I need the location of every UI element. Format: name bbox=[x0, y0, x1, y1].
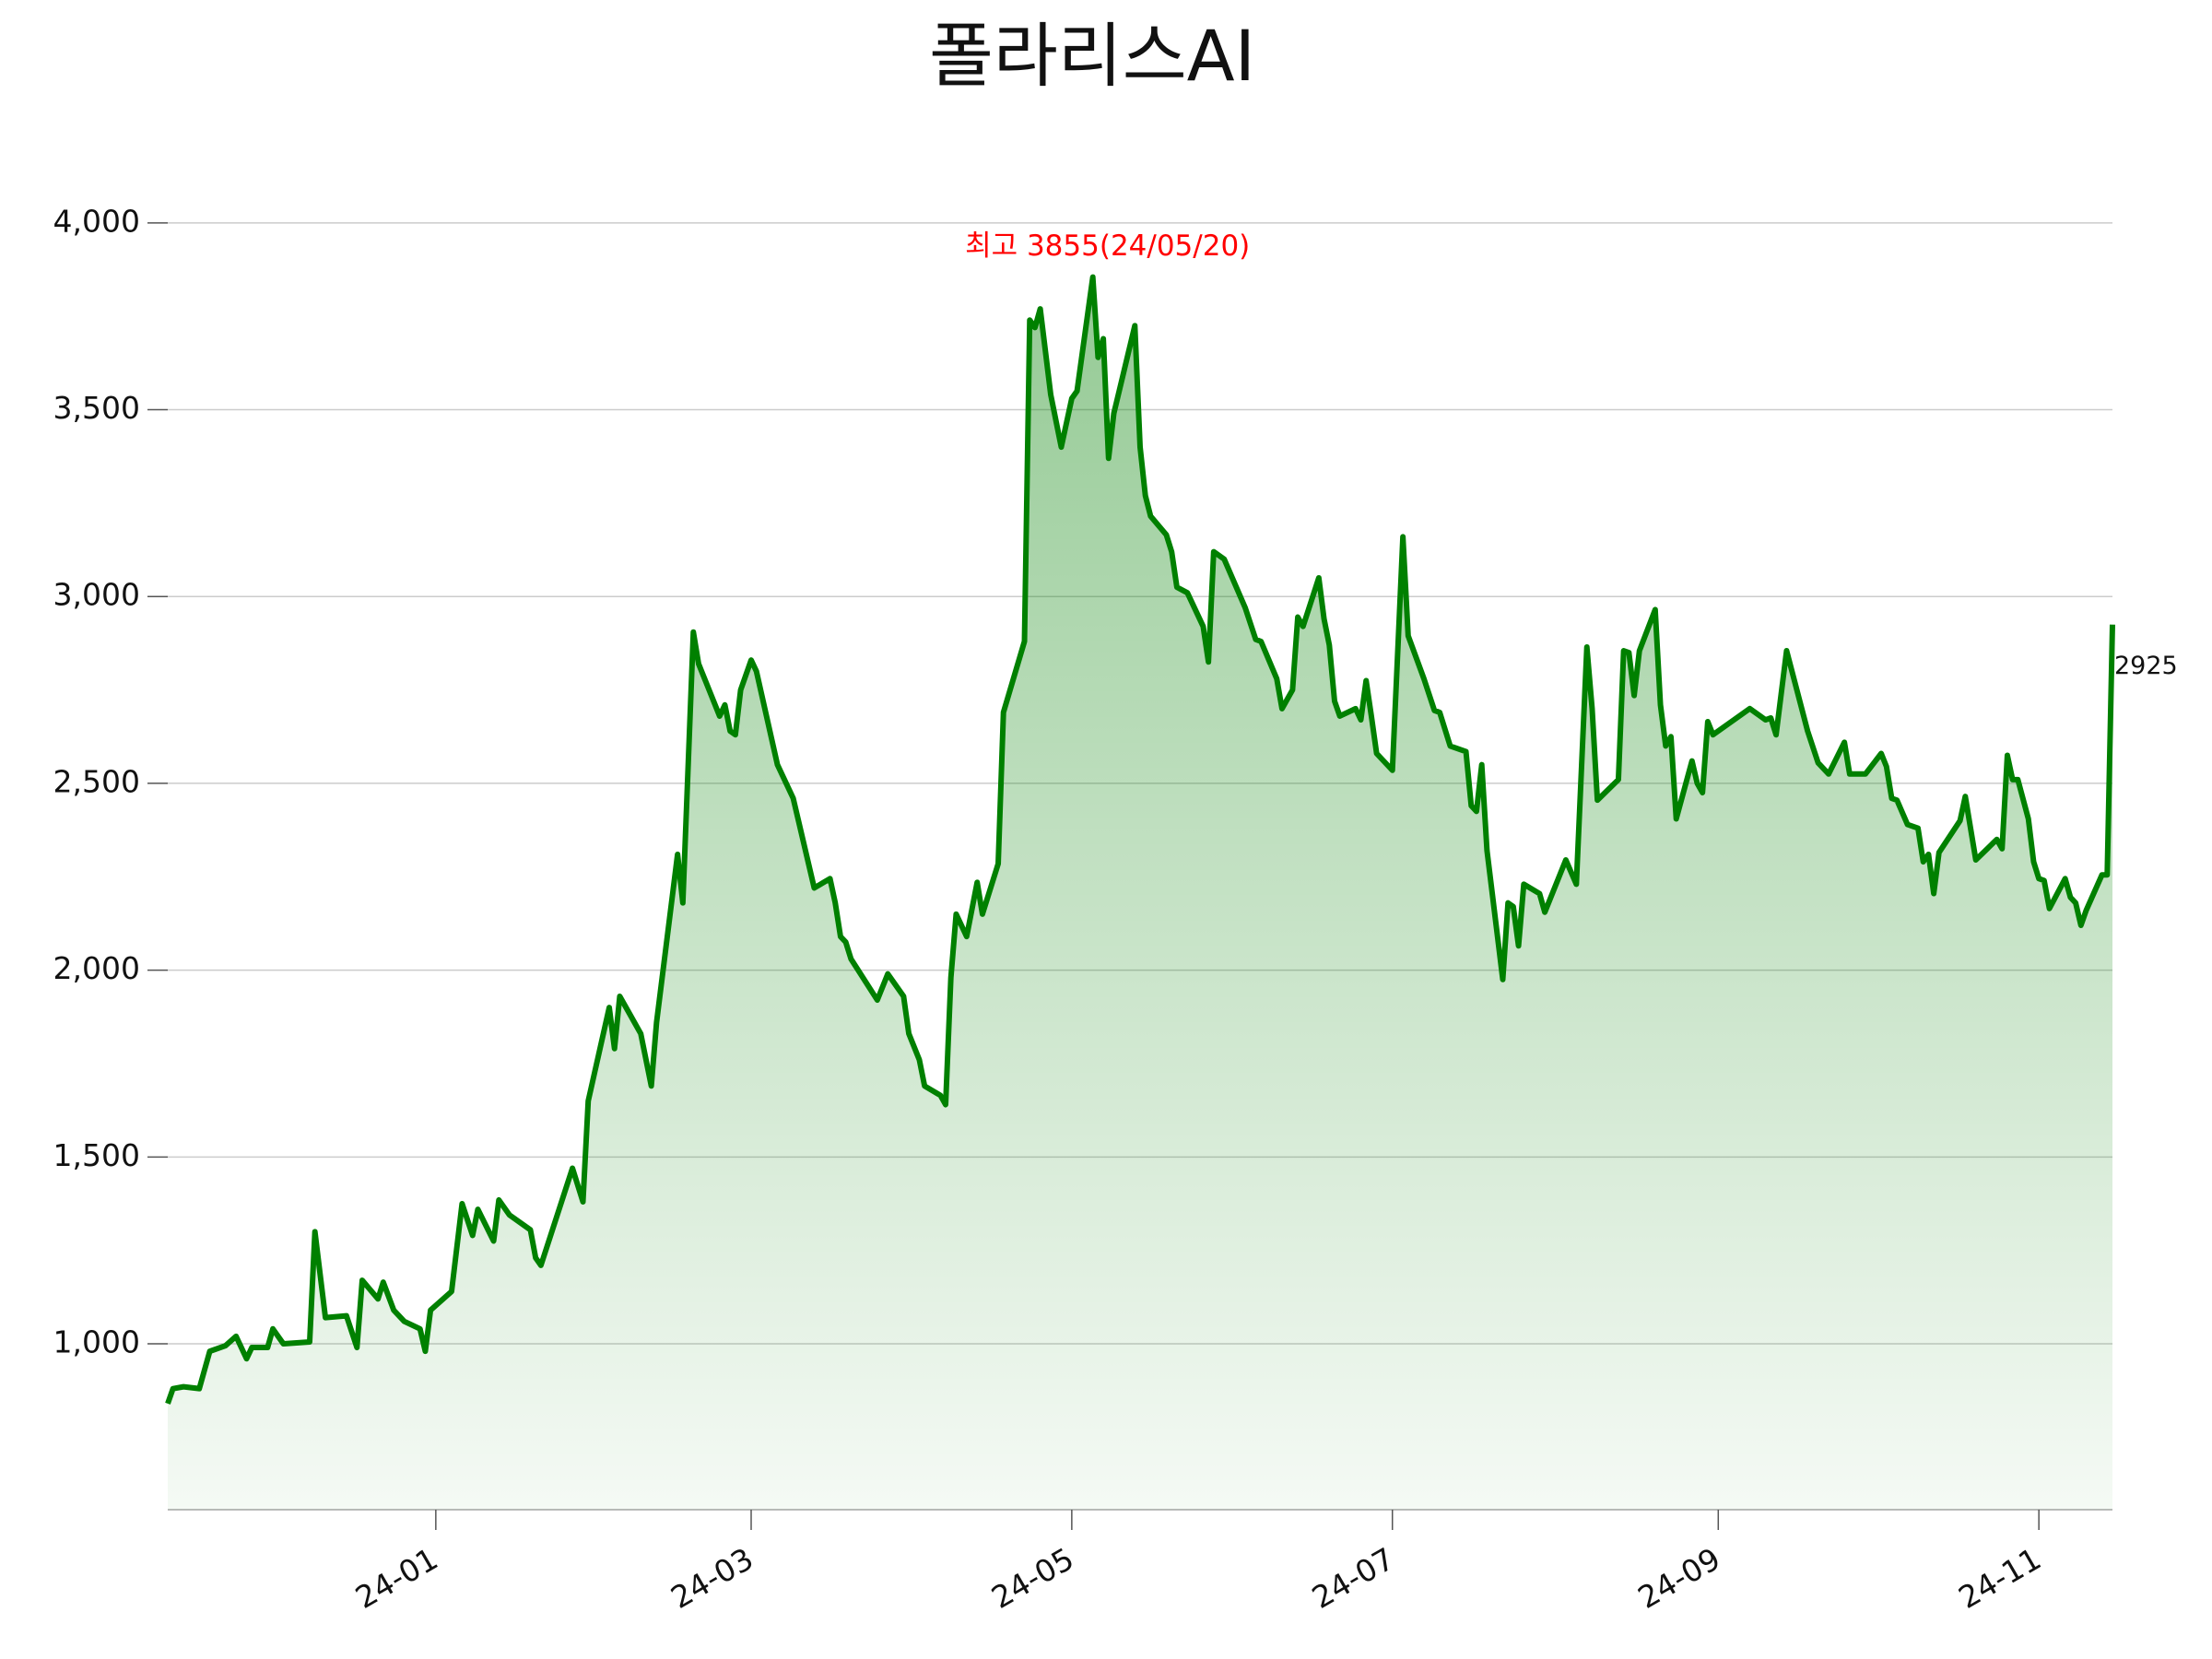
x-tick-label: 24-07 bbox=[1306, 1540, 1401, 1616]
line bbox=[165, 274, 2115, 1405]
y-tick-label: 1,000 bbox=[53, 1324, 140, 1360]
area bbox=[168, 276, 2112, 1510]
y-tick-label: 4,000 bbox=[53, 203, 140, 239]
x-tick-label: 24-05 bbox=[985, 1540, 1080, 1616]
y-tick-label: 3,500 bbox=[53, 390, 140, 426]
annotation: 최고 3855(24/05/20) bbox=[965, 229, 1250, 263]
y-tick-label: 1,500 bbox=[53, 1137, 140, 1173]
chart-title: 폴라리스AI bbox=[929, 15, 1255, 97]
x-tick-label: 24-01 bbox=[349, 1540, 444, 1616]
x-tick-label: 24-11 bbox=[1952, 1540, 2047, 1616]
y-tick-label: 2,500 bbox=[53, 763, 140, 799]
y-tick-label: 3,000 bbox=[53, 577, 140, 613]
x-tick-label: 24-09 bbox=[1632, 1540, 1727, 1616]
x-tick-label: 24-03 bbox=[665, 1540, 759, 1616]
y-tick-label: 2,000 bbox=[53, 950, 140, 986]
last-value-label: 2925 bbox=[2114, 652, 2178, 680]
